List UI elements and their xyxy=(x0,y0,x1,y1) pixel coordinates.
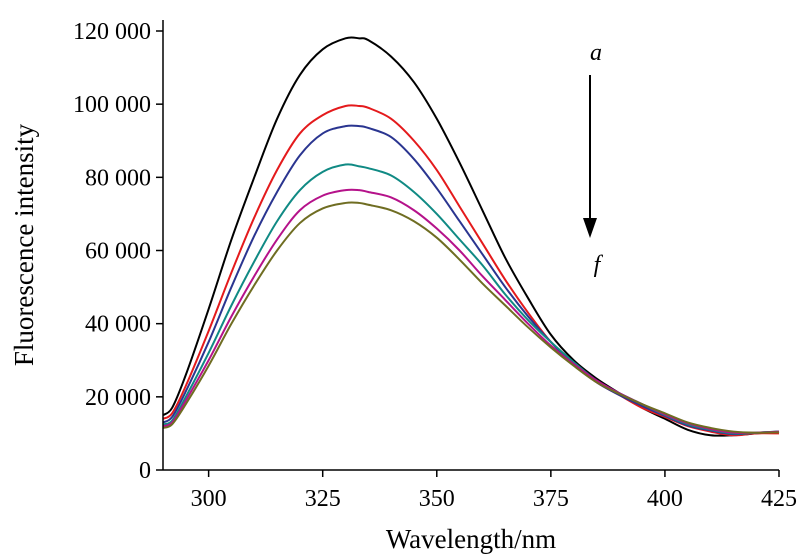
x-tick-label: 425 xyxy=(761,486,797,512)
y-tick-label: 40 000 xyxy=(85,312,151,338)
x-tick-label: 350 xyxy=(419,486,455,512)
y-axis-title: Fluorescence intensity xyxy=(9,123,39,366)
series-line-6 xyxy=(162,201,780,434)
x-tick-label: 375 xyxy=(533,486,569,512)
series-line-5 xyxy=(162,188,780,435)
arrow-head xyxy=(583,218,597,238)
x-axis-title: Wavelength/nm xyxy=(386,524,556,554)
tick-marks xyxy=(156,30,780,477)
y-tick-label: 80 000 xyxy=(85,165,151,191)
y-tick-label: 60 000 xyxy=(85,239,151,265)
series-line-4 xyxy=(162,163,780,435)
annotation-f: f xyxy=(594,252,604,278)
x-tick-label: 400 xyxy=(647,486,683,512)
x-tick-label: 325 xyxy=(305,486,341,512)
annotation-a: a xyxy=(590,40,602,66)
y-tick-label: 20 000 xyxy=(85,385,151,411)
y-tick-label: 100 000 xyxy=(73,92,151,118)
series-lines xyxy=(162,36,780,437)
x-tick-label: 300 xyxy=(191,486,227,512)
series-line-1 xyxy=(162,36,780,437)
y-tick-label: 120 000 xyxy=(73,19,151,45)
tick-labels: 300 325 350 375 400 425 0 20 000 40 000 60 000 80 … xyxy=(73,19,797,512)
y-tick-label: 0 xyxy=(139,458,151,484)
